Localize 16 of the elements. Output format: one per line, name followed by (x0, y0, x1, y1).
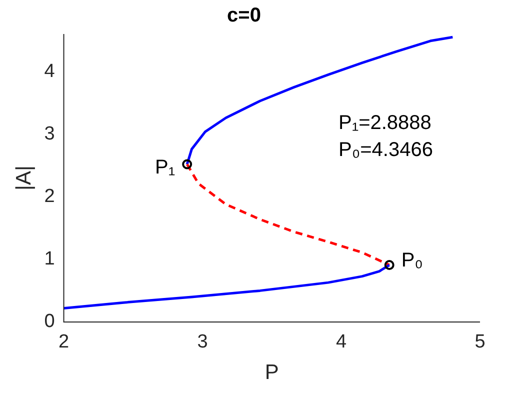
x-tick-label: 3 (197, 332, 208, 353)
y-tick-label: 2 (44, 186, 55, 208)
y-tick-label: 1 (44, 248, 55, 270)
x-tick-label: 4 (336, 332, 347, 353)
y-tick-label: 0 (44, 311, 55, 332)
annotation: P₀ (401, 250, 423, 272)
annotation: P₀=4.3466 (338, 138, 433, 161)
x-tick-label: 2 (58, 332, 70, 353)
annotation: P₁=2.8888 (338, 112, 432, 134)
y-axis-title: |A| (12, 166, 36, 190)
y-tick-label: 4 (44, 60, 56, 82)
x-tick-label: 5 (474, 332, 486, 353)
chart-title: c=0 (227, 4, 261, 27)
annotation: P₁ (154, 156, 176, 179)
y-tick-label: 3 (44, 123, 55, 144)
x-axis-title: P (264, 361, 279, 384)
